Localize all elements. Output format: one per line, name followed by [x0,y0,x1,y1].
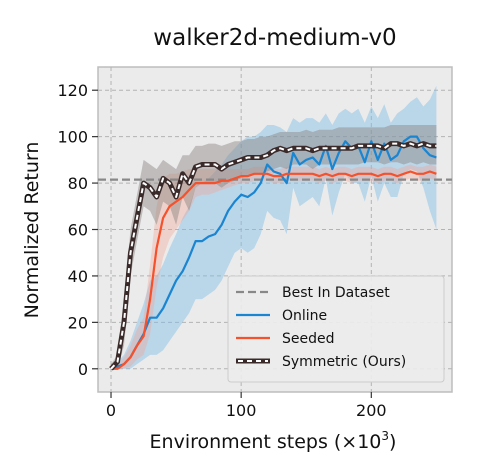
y-tick-label-2: 40 [68,267,88,286]
legend-label-2: Seeded [282,331,335,347]
y-tick-label-1: 20 [68,313,88,332]
y-tick-label-5: 100 [57,128,88,147]
legend-label-1: Online [282,308,327,324]
y-tick-label-3: 60 [68,221,88,240]
x-tick-label-1: 100 [226,401,257,420]
band-0 [111,85,437,369]
x-axis-label-text: Environment steps [150,431,328,453]
legend-label-0: Best In Dataset [282,285,390,301]
legend: Best In Dataset Online Seeded Symmetric (Ou… [227,275,445,383]
y-tick-label-0: 0 [78,360,88,379]
x-axis-label-close: ) [389,431,396,453]
y-tick-label-6: 120 [57,81,88,100]
series-line-symmetric-inner [110,142,437,370]
y-axis-label: Normalized Return [21,142,43,319]
x-tick-label-2: 200 [356,401,387,420]
chart-title: walker2d-medium-v0 [153,25,396,51]
series-lines [109,135,437,371]
x-axis-ticks: 0 100 200 [106,392,387,420]
y-tick-label-4: 80 [68,174,88,193]
legend-label-3: Symmetric (Ours) [282,354,406,370]
x-tick-label-0: 0 [106,401,116,420]
series-line-1 [111,170,437,370]
legend-box [227,275,445,383]
x-axis-label-exponent: 3 [381,429,389,443]
band-1 [111,164,437,369]
y-axis-ticks: 0 20 40 60 80 100 120 [57,81,98,379]
x-axis-label: Environment steps (×103) [150,429,397,453]
x-axis-label-unit: (×10 [334,431,382,453]
